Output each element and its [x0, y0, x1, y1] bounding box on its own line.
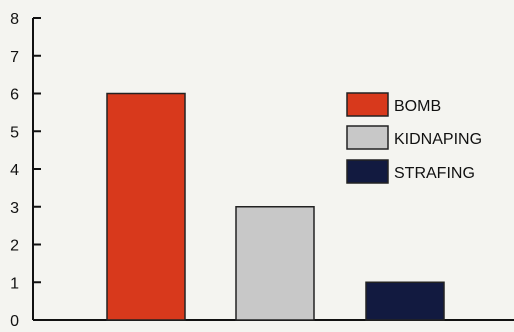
- bar-strafing: [365, 281, 445, 321]
- y-tick-label: 4: [10, 162, 19, 179]
- legend-swatch-bomb: [346, 92, 389, 117]
- y-tick-label: 1: [10, 275, 19, 292]
- legend: BOMB KIDNAPING STRAFING: [346, 92, 482, 184]
- y-tick-label: 6: [10, 87, 19, 104]
- y-tick-label: 5: [10, 124, 19, 141]
- y-tick-label: 3: [10, 200, 19, 217]
- legend-label-bomb: BOMB: [394, 98, 441, 115]
- bar-bomb: [106, 92, 186, 321]
- y-tick-label: 7: [10, 49, 19, 66]
- y-tick-label: 0: [10, 313, 19, 330]
- legend-label-strafing: STRAFING: [394, 165, 475, 182]
- legend-swatch-kidnaping: [346, 125, 389, 150]
- y-tick-label: 2: [10, 238, 19, 255]
- bar-kidnaping: [235, 206, 315, 321]
- y-tick-label: 8: [10, 11, 19, 28]
- legend-swatch-strafing: [346, 159, 389, 184]
- bars: [106, 92, 445, 321]
- legend-label-kidnaping: KIDNAPING: [394, 131, 482, 148]
